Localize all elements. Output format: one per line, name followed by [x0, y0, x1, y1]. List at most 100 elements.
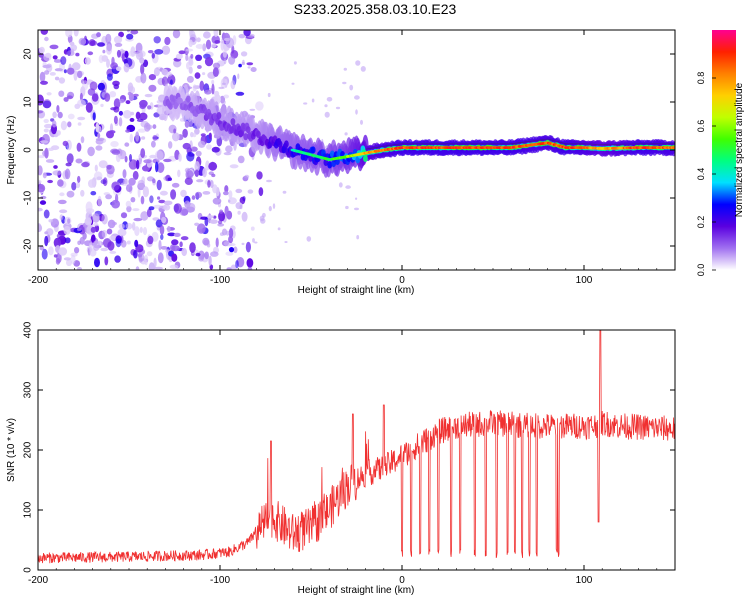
heatmap-noise-cell	[79, 92, 83, 102]
heatmap-noise-cell	[210, 251, 219, 257]
heatmap-noise-cell	[226, 267, 232, 270]
heatmap-noise-cell	[76, 142, 82, 152]
heatmap-noise-cell	[197, 65, 202, 69]
heatmap-noise-cell	[152, 178, 156, 184]
heatmap-noise-cell	[256, 171, 263, 180]
heatmap-noise-cell	[153, 257, 157, 268]
heatmap-noise-cell	[95, 145, 103, 151]
heatmap-noise-cell	[152, 134, 158, 141]
heatmap-noise-cell	[77, 116, 86, 121]
heatmap-noise-cell	[97, 42, 105, 47]
heatmap-noise-cell	[56, 105, 60, 113]
heatmap-noise-cell	[136, 119, 144, 122]
spectrogram-x-tick-label: -200	[28, 275, 48, 286]
heatmap-noise-cell	[228, 243, 236, 247]
heatmap-noise-cell	[38, 155, 45, 159]
heatmap-noise-cell	[171, 253, 178, 262]
heatmap-noise-cell	[189, 242, 196, 254]
colorbar-gradient	[712, 30, 736, 270]
heatmap-noise-cell	[345, 185, 351, 189]
heatmap-noise-cell	[170, 189, 177, 200]
snr-y-tick-label: 100	[23, 501, 34, 518]
heatmap-noise-cell	[133, 93, 139, 97]
heatmap-noise-cell	[113, 115, 118, 125]
heatmap-noise-cell	[64, 237, 71, 244]
heatmap-noise-cell	[194, 191, 203, 199]
heatmap-noise-cell	[109, 250, 117, 254]
heatmap-noise-cell	[155, 219, 163, 228]
snr-panel: 0 100 200 300 400 -200 -100 0 100 Height of str…	[6, 321, 676, 596]
heatmap-noise-cell	[65, 30, 73, 38]
heatmap-noise-cell	[92, 213, 100, 223]
heatmap-noise-cell	[178, 153, 182, 162]
heatmap-noise-cell	[213, 215, 217, 219]
heatmap-noise-cell	[60, 56, 67, 65]
heatmap-noise-cell	[238, 34, 246, 39]
heatmap-noise-cell	[127, 82, 134, 92]
heatmap-noise-cell	[154, 150, 164, 161]
heatmap-noise-cell	[209, 180, 214, 188]
heatmap-noise-cell	[63, 257, 71, 261]
heatmap-noise-cell	[220, 39, 225, 51]
heatmap-noise-cell	[195, 252, 201, 257]
spectrogram-y-ticks: -20 -10 0 10 20	[23, 48, 675, 253]
heatmap-noise-cell	[97, 132, 101, 139]
heatmap-noise-cell	[190, 54, 194, 59]
colorbar-tick-label: 0.2	[696, 216, 706, 229]
heatmap-noise-cell	[140, 72, 147, 84]
heatmap-noise-cell	[229, 164, 239, 169]
heatmap-noise-cell	[149, 154, 157, 159]
heatmap-noise-cell	[221, 99, 226, 105]
heatmap-noise-cell	[88, 242, 93, 252]
heatmap-noise-cell	[106, 164, 115, 175]
heatmap-noise-cell	[59, 192, 65, 197]
heatmap-noise-cell	[342, 81, 347, 85]
heatmap-noise-cell	[123, 63, 130, 73]
heatmap-ridge-mid	[185, 95, 191, 103]
heatmap-noise-cell	[57, 199, 67, 205]
heatmap-noise-cell	[180, 236, 189, 241]
heatmap-noise-cell	[66, 153, 74, 164]
heatmap-noise-cell	[149, 195, 154, 204]
heatmap-noise-cell	[212, 62, 221, 69]
heatmap-noise-cell	[97, 195, 102, 207]
snr-y-tick-label: 300	[23, 381, 34, 398]
heatmap-noise-cell	[324, 104, 328, 108]
heatmap-noise-cell	[212, 67, 219, 77]
heatmap-noise-cell	[132, 221, 136, 231]
heatmap-noise-cell	[267, 92, 271, 98]
heatmap-noise-cell	[167, 225, 171, 233]
heatmap-ridge-mid	[245, 126, 251, 134]
heatmap-noise-cell	[252, 238, 255, 243]
heatmap-noise-cell	[303, 102, 308, 105]
heatmap-noise-cell	[63, 225, 71, 235]
heatmap-noise-cell	[104, 256, 109, 266]
heatmap-noise-cell	[211, 146, 220, 153]
heatmap-noise-cell	[93, 222, 99, 227]
snr-y-tick-label: 400	[23, 321, 34, 338]
heatmap-noise-cell	[172, 30, 181, 39]
heatmap-noise-cell	[102, 49, 106, 54]
heatmap-noise-cell	[148, 74, 156, 81]
heatmap-noise-cell	[208, 132, 212, 140]
heatmap-noise-cell	[355, 60, 361, 66]
heatmap-noise-cell	[194, 161, 200, 172]
heatmap-noise-cell	[140, 195, 145, 205]
heatmap-noise-cell	[44, 36, 49, 42]
heatmap-noise-cell	[70, 44, 78, 52]
heatmap-noise-cell	[113, 98, 121, 109]
heatmap-noise-cell	[89, 81, 98, 91]
heatmap-noise-cell	[125, 222, 133, 230]
heatmap-noise-cell	[171, 182, 180, 188]
heatmap-noise-cell	[75, 182, 81, 189]
heatmap-noise-cell	[70, 254, 76, 265]
spectrogram-x-tick-label: -100	[210, 275, 230, 286]
heatmap-noise-cell	[160, 246, 168, 250]
heatmap-noise-cell	[218, 211, 226, 222]
heatmap-noise-cell	[324, 111, 330, 118]
heatmap-noise-cell	[202, 191, 211, 195]
heatmap-noise-cell	[151, 140, 156, 148]
heatmap-noise-cell	[138, 253, 145, 262]
heatmap-noise-cell	[126, 30, 130, 33]
heatmap-noise-cell	[249, 108, 256, 111]
